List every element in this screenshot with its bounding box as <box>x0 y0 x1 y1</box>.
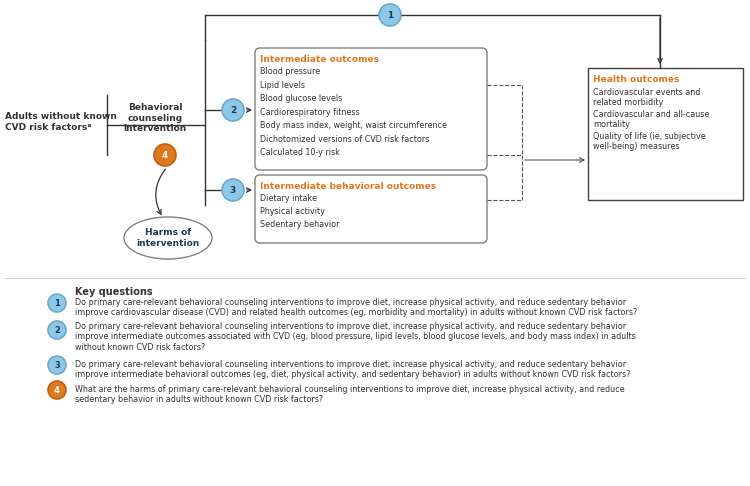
Text: 4: 4 <box>54 385 60 395</box>
Circle shape <box>48 321 66 339</box>
Text: Quality of life (ie, subjective
well-being) measures: Quality of life (ie, subjective well-bei… <box>593 132 706 152</box>
Text: Health outcomes: Health outcomes <box>593 75 680 84</box>
Text: Cardiorespiratory fitness: Cardiorespiratory fitness <box>260 107 360 117</box>
Text: Do primary care-relevant behavioral counseling interventions to improve diet, in: Do primary care-relevant behavioral coun… <box>75 360 630 380</box>
Ellipse shape <box>124 217 212 259</box>
Text: 1: 1 <box>54 298 60 308</box>
Text: Cardiovascular and all-cause
mortality: Cardiovascular and all-cause mortality <box>593 110 710 129</box>
Circle shape <box>222 99 244 121</box>
Bar <box>588 68 743 200</box>
Text: 1: 1 <box>387 11 393 19</box>
Text: Behavioral
counseling
intervention: Behavioral counseling intervention <box>123 103 187 133</box>
FancyBboxPatch shape <box>255 48 487 170</box>
Text: Intermediate outcomes: Intermediate outcomes <box>260 55 379 64</box>
Text: Calculated 10-y risk: Calculated 10-y risk <box>260 148 340 157</box>
Circle shape <box>48 381 66 399</box>
Text: Adults without known
CVD risk factorsᵃ: Adults without known CVD risk factorsᵃ <box>5 112 117 132</box>
Circle shape <box>48 356 66 374</box>
Circle shape <box>379 4 401 26</box>
Text: Blood glucose levels: Blood glucose levels <box>260 94 342 103</box>
Text: 4: 4 <box>162 151 168 159</box>
FancyBboxPatch shape <box>255 175 487 243</box>
Text: Intermediate behavioral outcomes: Intermediate behavioral outcomes <box>260 182 436 191</box>
Text: 3: 3 <box>54 361 60 369</box>
Text: Do primary care-relevant behavioral counseling interventions to improve diet, in: Do primary care-relevant behavioral coun… <box>75 322 636 352</box>
Text: What are the harms of primary care-relevant behavioral counseling interventions : What are the harms of primary care-relev… <box>75 385 625 404</box>
Text: Do primary care-relevant behavioral counseling interventions to improve diet, in: Do primary care-relevant behavioral coun… <box>75 298 638 317</box>
Text: Cardiovascular events and
related morbidity: Cardiovascular events and related morbid… <box>593 88 700 107</box>
Text: 2: 2 <box>230 105 236 115</box>
Text: 2: 2 <box>54 326 60 334</box>
Circle shape <box>48 294 66 312</box>
Text: Body mass index, weight, waist circumference: Body mass index, weight, waist circumfer… <box>260 121 447 130</box>
Text: Blood pressure: Blood pressure <box>260 67 320 76</box>
Text: 3: 3 <box>230 186 236 194</box>
Text: Physical activity: Physical activity <box>260 207 325 216</box>
Text: Dietary intake: Dietary intake <box>260 194 317 203</box>
Circle shape <box>154 144 176 166</box>
Text: Lipid levels: Lipid levels <box>260 81 305 89</box>
Text: Key questions: Key questions <box>75 287 153 297</box>
Text: Sedentary behavior: Sedentary behavior <box>260 220 340 229</box>
Text: Harms of
intervention: Harms of intervention <box>136 228 200 248</box>
Text: Dichotomized versions of CVD risk factors: Dichotomized versions of CVD risk factor… <box>260 135 429 143</box>
Circle shape <box>222 179 244 201</box>
